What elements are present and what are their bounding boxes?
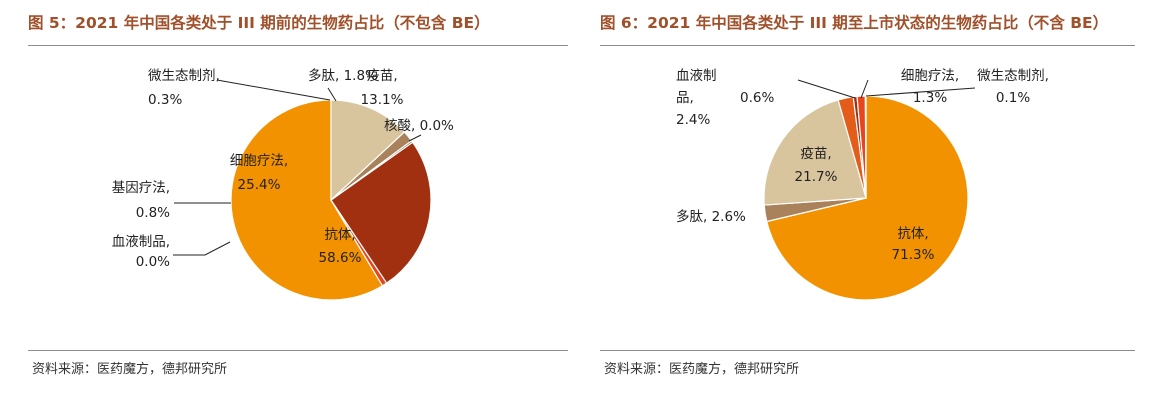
slice-category-label: 疫苗, [800,146,831,162]
title-rule [600,45,1135,46]
slice-category-label: 抗体, [324,227,355,243]
slice-category-label: 基因疗法, [112,179,170,196]
slice-label: 多肽, 1.8% [308,67,378,84]
pie-slice-7 [330,99,406,202]
pie-slice-1 [766,95,969,301]
slice-category-label: 疫苗, [366,68,397,84]
slice-value-label: 25.4% [238,177,281,193]
slice-value-label: 71.3% [892,247,935,263]
leader-line [865,87,976,97]
chart-panel-right: 图 6：2021 年中国各类处于 III 期至上市状态的生物药占比（不含 BE）… [600,0,1135,412]
slice-value-label: 0.8% [136,205,170,221]
slice-value-label: 13.1% [361,92,404,108]
slice-value-label: 58.6% [319,250,362,266]
source-rule [600,350,1135,351]
slice-category-label: 细胞疗法, [901,68,959,84]
title-rule [28,45,568,46]
pie-slices [763,95,969,301]
slice-category-label: 细胞疗法, [230,153,288,169]
leader-line [860,79,869,99]
slice-category-label: 血液制品, [112,234,170,250]
slice-category-label: 微生态制剂, [148,68,220,84]
pie-slice-1 [230,99,384,301]
slice-category-label: 血液制 [676,68,717,84]
source-note: 资料来源：医药魔方，德邦研究所 [32,362,228,377]
slice-label: 多肽, 2.6% [676,208,746,225]
slice-value-label: 0.1% [996,90,1030,106]
source-rule [28,350,568,351]
pie-labels: 抗体, 58.6% 血液制品, 0.0% 基因疗法, 0.8% 细胞疗法, 25.4% 微生态制… [112,67,454,270]
slice-value-label: 21.7% [795,169,838,185]
slice-value-label: 0.0% [136,254,170,270]
pie-slice-4 [330,141,432,284]
source-note: 资料来源：医药魔方，德邦研究所 [604,362,800,377]
pie-chart: 抗体, 71.3% 多肽, 2.6% 疫苗, 21.7% 血液制品, 2.4% 0.6% 细胞疗… [676,68,1049,301]
slice-value-label: 0.3% [148,92,182,108]
slice-category-label: 抗体, [897,226,928,242]
pie-slice-7 [864,95,867,199]
leader-line [797,79,856,99]
leader-line [327,87,337,102]
chart-title: 图 5：2021 年中国各类处于 III 期前的生物药占比（不包含 BE） [28,14,490,32]
slice-category-label: 品, [676,90,694,106]
pie-chart: 抗体, 58.6% 血液制品, 0.0% 基因疗法, 0.8% 细胞疗法, 25.4% 微生态制… [112,67,454,301]
slice-value-label: 0.6% [740,90,774,106]
chart-title: 图 6：2021 年中国各类处于 III 期至上市状态的生物药占比（不含 BE） [600,14,1109,32]
pie-slice-3 [763,99,867,206]
pie-labels: 抗体, 71.3% 多肽, 2.6% 疫苗, 21.7% 血液制品, 2.4% 0.6% 细胞疗… [676,68,1049,263]
leader-line [216,79,331,101]
chart-panel-left: 图 5：2021 年中国各类处于 III 期前的生物药占比（不包含 BE） 抗体… [28,0,568,412]
slice-value-label: 1.3% [913,90,947,106]
slice-label: 核酸, 0.0% [384,118,454,134]
slice-category-label: 微生态制剂, [977,68,1049,84]
slice-value-label: 2.4% [676,112,710,128]
pie-slices [230,99,432,301]
leader-line [408,134,422,142]
leader-line [173,241,231,256]
